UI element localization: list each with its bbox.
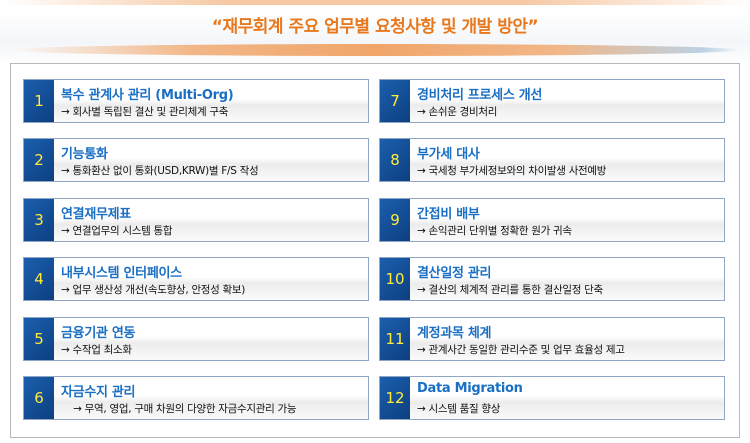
- item-number: 12: [380, 377, 410, 419]
- item-description: → 통화환산 없이 통화(USD,KRW)별 F/S 작성: [61, 165, 259, 178]
- item-description: → 손쉬운 경비처리: [417, 106, 498, 118]
- item-description: → 결산의 체계적 관리를 통한 결산일정 단축: [417, 284, 603, 297]
- item-card: 5 금융기관 연동 → 수작업 최소화: [23, 316, 369, 361]
- item-title: 간접비 배부: [417, 206, 480, 222]
- item-card: 4 내부시스템 인터페이스 → 업무 생산성 개선(속도향상, 안정성 확보): [23, 257, 369, 302]
- page-title: “재무회계 주요 업무별 요청사항 및 개발 방안”: [211, 17, 539, 37]
- item-title: 기능통화: [61, 147, 108, 163]
- item-title: Data Migration: [417, 381, 523, 396]
- item-number: 5: [24, 317, 54, 360]
- item-description: → 손익관리 단위별 정확한 원가 귀속: [417, 224, 572, 237]
- content-panel: [10, 63, 740, 438]
- item-title: 연결재무제표: [61, 206, 131, 222]
- item-description: → 연결업무의 시스템 통합: [61, 224, 173, 237]
- item-number: 7: [380, 80, 410, 122]
- item-title: 계정과목 체계: [417, 325, 492, 341]
- item-description: → 회사별 독립된 결산 및 관리체계 구축: [61, 106, 229, 118]
- item-title: 금융기관 연동: [61, 325, 136, 341]
- item-card: 12 Data Migration → 시스템 품질 향상: [379, 376, 725, 420]
- item-number: 2: [24, 139, 54, 182]
- item-title: 결산일정 관리: [417, 266, 492, 282]
- top-decoration: [0, 0, 750, 5]
- item-card: 11 계정과목 체계 → 관계사간 동일한 관리수준 및 업무 효율성 제고: [379, 316, 725, 361]
- item-description: → 관계사간 동일한 관리수준 및 업무 효율성 제고: [417, 343, 625, 356]
- item-card: 9 간접비 배부 → 손익관리 단위별 정확한 원가 귀속: [379, 197, 725, 242]
- item-number: 3: [24, 198, 54, 241]
- item-number: 11: [380, 317, 410, 360]
- item-card: 10 결산일정 관리 → 결산의 체계적 관리를 통한 결산일정 단축: [379, 257, 725, 302]
- item-card: 7 경비처리 프로세스 개선 → 손쉬운 경비처리: [379, 79, 725, 123]
- item-card: 3 연결재무제표 → 연결업무의 시스템 통합: [23, 197, 369, 242]
- item-title: 복수 관계사 관리 (Multi-Org): [61, 88, 234, 103]
- item-number: 4: [24, 258, 54, 301]
- item-number: 8: [380, 139, 410, 182]
- item-number: 1: [24, 80, 54, 122]
- item-card: 6 자금수지 관리 → 무역, 영업, 구매 차원의 다양한 자금수지관리 가능: [23, 376, 369, 420]
- item-description: → 시스템 품질 향상: [417, 403, 501, 415]
- item-number: 9: [380, 198, 410, 241]
- item-title: 경비처리 프로세스 개선: [417, 88, 543, 103]
- item-description: → 국세청 부가세정보와의 차이발생 사전예방: [417, 165, 607, 178]
- item-card: 1 복수 관계사 관리 (Multi-Org) → 회사별 독립된 결산 및 관…: [23, 79, 369, 123]
- item-card: 2 기능통화 → 통화환산 없이 통화(USD,KRW)별 F/S 작성: [23, 138, 369, 183]
- item-description: → 업무 생산성 개선(속도향상, 안정성 확보): [61, 284, 246, 297]
- item-title: 자금수지 관리: [61, 385, 136, 400]
- item-title: 내부시스템 인터페이스: [61, 266, 182, 282]
- title-swoosh: [10, 44, 740, 56]
- item-description: → 무역, 영업, 구매 차원의 다양한 자금수지관리 가능: [61, 403, 297, 415]
- item-title: 부가세 대사: [417, 147, 480, 163]
- item-number: 10: [380, 258, 410, 301]
- item-card: 8 부가세 대사 → 국세청 부가세정보와의 차이발생 사전예방: [379, 138, 725, 183]
- item-number: 6: [24, 377, 54, 419]
- item-description: → 수작업 최소화: [61, 343, 132, 356]
